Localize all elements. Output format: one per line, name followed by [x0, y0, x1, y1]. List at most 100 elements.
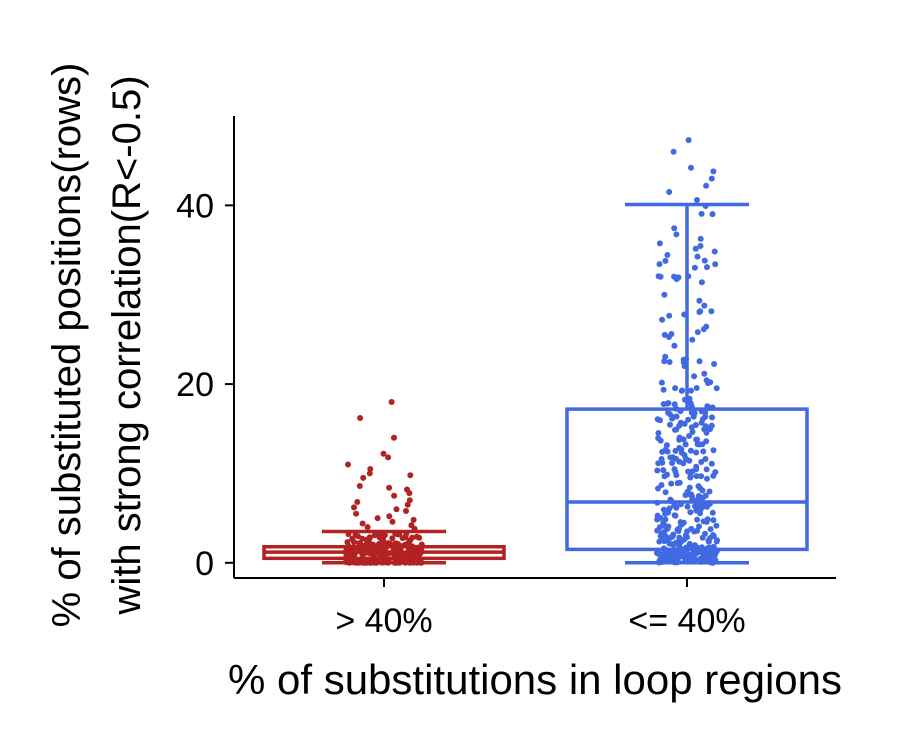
data-point	[673, 455, 679, 462]
data-point	[703, 466, 710, 473]
data-point	[678, 387, 685, 394]
data-point	[657, 417, 663, 424]
x-tick-label: <= 40%	[628, 602, 745, 640]
outlier-point	[406, 490, 413, 497]
outlier-point	[364, 524, 371, 531]
data-point	[676, 422, 683, 429]
data-point	[685, 273, 692, 280]
data-point	[353, 559, 360, 566]
data-point	[706, 500, 713, 506]
data-point	[698, 459, 705, 465]
data-point	[362, 549, 369, 556]
data-point	[697, 235, 704, 242]
data-point	[683, 544, 690, 551]
data-point	[681, 311, 688, 318]
data-point	[697, 243, 704, 249]
data-point	[389, 535, 396, 542]
data-point	[713, 538, 720, 545]
outlier-point	[410, 516, 417, 523]
outlier-point	[345, 461, 351, 468]
data-point	[682, 455, 689, 462]
data-point	[708, 308, 715, 315]
data-point	[685, 416, 692, 423]
data-point	[696, 358, 703, 365]
data-point	[688, 409, 695, 416]
data-point	[692, 245, 699, 252]
y-tick-label: 20	[176, 366, 214, 404]
data-point	[698, 408, 705, 415]
data-point	[663, 442, 670, 449]
data-point	[658, 456, 665, 462]
data-point	[698, 279, 705, 286]
outlier-point	[385, 454, 392, 461]
y-tick-label: 0	[195, 545, 214, 583]
data-point	[669, 541, 676, 548]
outlier-point	[404, 501, 411, 508]
outlier-point	[359, 520, 366, 527]
data-point	[385, 540, 392, 547]
data-point	[694, 441, 701, 448]
data-point	[416, 534, 423, 541]
data-point	[697, 308, 704, 315]
data-point	[672, 447, 679, 454]
data-point	[403, 550, 409, 557]
data-point	[696, 297, 703, 304]
data-point	[689, 545, 696, 552]
data-point	[694, 516, 701, 523]
data-point	[694, 253, 701, 260]
data-point	[673, 231, 680, 238]
data-point	[710, 517, 717, 524]
data-point	[661, 331, 668, 338]
data-point	[374, 546, 381, 553]
data-point	[707, 526, 714, 533]
iqr-box	[565, 407, 809, 552]
outlier-point	[708, 175, 715, 182]
data-point	[662, 510, 669, 517]
y-tick-label: 40	[176, 187, 214, 225]
data-point	[384, 559, 391, 566]
data-point	[680, 519, 687, 526]
data-point	[687, 509, 694, 516]
data-point	[702, 456, 709, 462]
data-point	[706, 488, 713, 495]
data-point	[368, 556, 375, 563]
data-point	[656, 261, 663, 268]
data-point	[676, 436, 683, 443]
data-point	[709, 414, 715, 421]
data-point	[700, 416, 706, 422]
outlier-point	[351, 504, 357, 511]
data-point	[682, 441, 689, 448]
data-point	[674, 526, 681, 533]
outlier-point	[357, 415, 364, 421]
data-point	[680, 356, 687, 363]
data-point	[357, 541, 364, 547]
data-point	[708, 422, 715, 429]
data-point	[689, 429, 696, 435]
data-point	[708, 460, 715, 467]
data-point	[662, 446, 669, 453]
data-point	[668, 331, 675, 337]
data-point	[660, 386, 667, 393]
box-group-le-40	[565, 137, 809, 566]
data-point	[671, 401, 678, 408]
data-point	[661, 291, 668, 298]
data-point	[673, 413, 680, 420]
data-point	[696, 523, 702, 530]
data-point	[669, 533, 676, 540]
outlier-point	[389, 518, 396, 525]
data-point	[405, 541, 412, 548]
data-point	[672, 512, 679, 519]
data-point	[666, 359, 673, 365]
data-point	[710, 472, 717, 479]
data-point	[676, 534, 683, 541]
data-point	[658, 379, 665, 386]
data-point	[409, 534, 416, 541]
data-point	[699, 441, 706, 448]
outlier-point	[685, 137, 692, 144]
outlier-point	[356, 483, 363, 489]
y-axis-title-line2: with strong correlation(R<-0.5)	[105, 75, 149, 615]
data-point	[695, 493, 702, 499]
data-point	[713, 385, 720, 392]
data-point	[693, 473, 700, 480]
data-point	[681, 420, 688, 427]
